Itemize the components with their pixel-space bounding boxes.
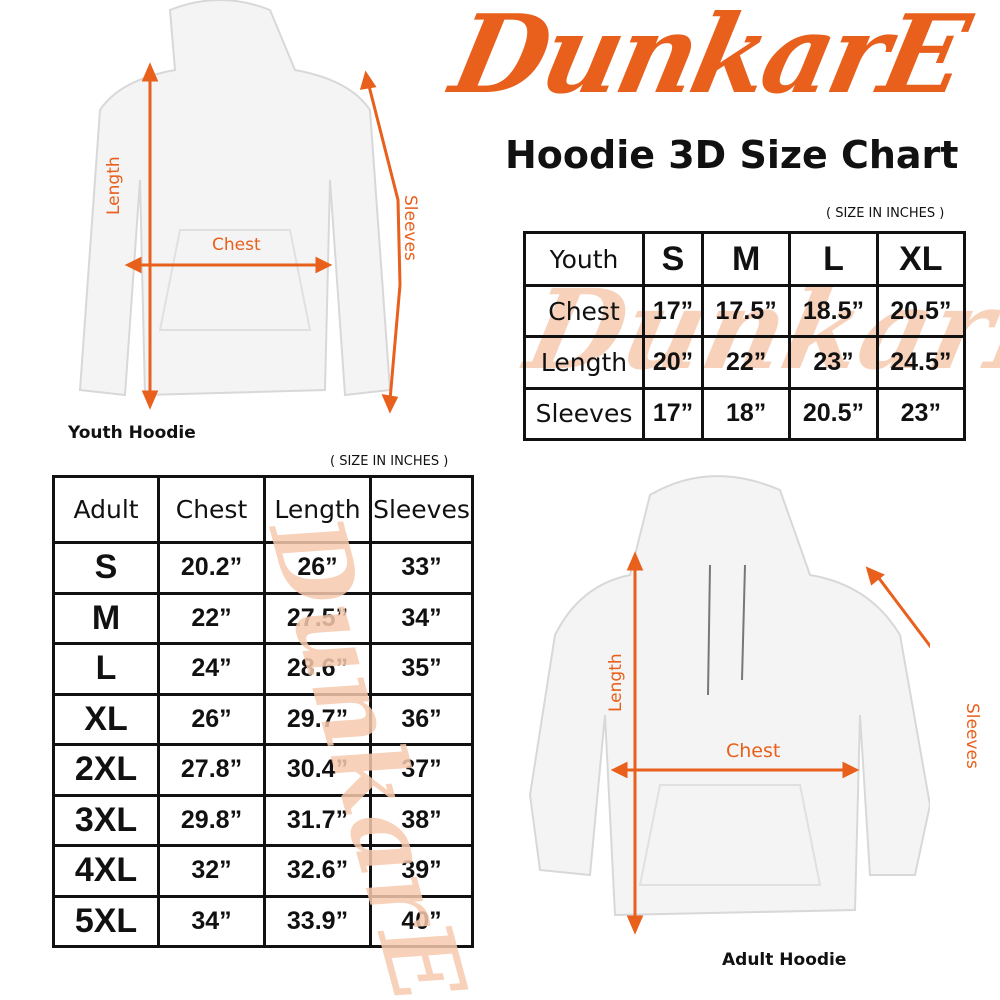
- table-header-row: Youth S M L XL: [523, 231, 967, 287]
- table-row: 2XL 27.8” 30.4” 37”: [52, 743, 474, 797]
- cell: 29.8”: [157, 793, 266, 848]
- cell: 20.2”: [157, 541, 266, 595]
- table-row: 3XL 29.8” 31.7” 38”: [52, 793, 474, 848]
- cell: 40”: [369, 894, 474, 948]
- header-cell: Youth: [523, 231, 645, 287]
- cell: 38”: [369, 793, 474, 848]
- table-row: 4XL 32” 32.6” 39”: [52, 844, 474, 898]
- cell: 23”: [788, 335, 879, 390]
- youth-chest-label: Chest: [212, 235, 261, 255]
- cell: 31.7”: [263, 793, 372, 848]
- cell: 24”: [157, 642, 266, 696]
- row-label: Sleeves: [523, 386, 645, 442]
- cell: 23”: [875, 386, 967, 442]
- size-label: 5XL: [52, 894, 160, 948]
- cell: 22”: [700, 335, 792, 390]
- cell: 36”: [369, 692, 474, 747]
- cell: 17”: [642, 386, 704, 442]
- adult-size-table: Adult Chest Length Sleeves S 20.2” 26” 33” M…: [52, 474, 474, 948]
- header-cell: Chest: [157, 474, 266, 545]
- size-label: 4XL: [52, 844, 160, 898]
- cell: 27.8”: [157, 743, 266, 797]
- cell: 33.9”: [263, 894, 372, 948]
- table-row: 5XL 34” 33.9” 40”: [52, 894, 474, 948]
- adult-length-label: Length: [606, 653, 626, 712]
- youth-unit-note: ( SIZE IN INCHES ): [826, 206, 945, 221]
- size-label: 3XL: [52, 793, 160, 848]
- youth-sleeves-label: Sleeves: [400, 195, 420, 261]
- adult-hoodie-image: [528, 475, 930, 935]
- cell: 32.6”: [263, 844, 372, 898]
- cell: 20.5”: [788, 386, 879, 442]
- cell: 29.7”: [263, 692, 372, 747]
- adult-caption: Adult Hoodie: [722, 950, 847, 970]
- table-row: XL 26” 29.7” 36”: [52, 692, 474, 747]
- size-label: 2XL: [52, 743, 160, 797]
- cell: 33”: [369, 541, 474, 595]
- cell: 27.5”: [263, 591, 372, 646]
- cell: 22”: [157, 591, 266, 646]
- header-cell: Adult: [52, 474, 160, 545]
- page-title: Hoodie 3D Size Chart: [505, 133, 959, 177]
- table-header-row: Adult Chest Length Sleeves: [52, 474, 474, 545]
- cell: 17.5”: [700, 283, 792, 339]
- cell: 26”: [263, 541, 372, 595]
- youth-hoodie-image: [78, 0, 402, 414]
- adult-unit-note: ( SIZE IN INCHES ): [330, 454, 449, 469]
- youth-size-table: Youth S M L XL Chest 17” 17.5” 18.5” 20.…: [523, 231, 967, 442]
- cell: 24.5”: [875, 335, 967, 390]
- table-row: Sleeves 17” 18” 20.5” 23”: [523, 386, 967, 442]
- cell: 34”: [369, 591, 474, 646]
- youth-length-label: Length: [104, 156, 124, 215]
- cell: 20”: [642, 335, 704, 390]
- cell: 39”: [369, 844, 474, 898]
- cell: 28.6”: [263, 642, 372, 696]
- size-label: L: [52, 642, 160, 696]
- cell: 34”: [157, 894, 266, 948]
- brand-logo: DunkarE: [441, 0, 976, 118]
- row-label: Chest: [523, 283, 645, 339]
- cell: 30.4”: [263, 743, 372, 797]
- row-label: Length: [523, 335, 645, 390]
- table-row: L 24” 28.6” 35”: [52, 642, 474, 696]
- table-row: S 20.2” 26” 33”: [52, 541, 474, 595]
- adult-chest-label: Chest: [726, 740, 781, 762]
- header-cell: XL: [875, 231, 967, 287]
- size-label: M: [52, 591, 160, 646]
- table-row: M 22” 27.5” 34”: [52, 591, 474, 646]
- cell: 17”: [642, 283, 704, 339]
- table-row: Chest 17” 17.5” 18.5” 20.5”: [523, 283, 967, 339]
- cell: 35”: [369, 642, 474, 696]
- cell: 18”: [700, 386, 792, 442]
- cell: 32”: [157, 844, 266, 898]
- cell: 26”: [157, 692, 266, 747]
- table-row: Length 20” 22” 23” 24.5”: [523, 335, 967, 390]
- size-label: S: [52, 541, 160, 595]
- size-label: XL: [52, 692, 160, 747]
- header-cell: M: [700, 231, 792, 287]
- youth-caption: Youth Hoodie: [68, 423, 196, 443]
- header-cell: S: [642, 231, 704, 287]
- cell: 37”: [369, 743, 474, 797]
- header-cell: Length: [263, 474, 372, 545]
- header-cell: Sleeves: [369, 474, 474, 545]
- cell: 18.5”: [788, 283, 879, 339]
- header-cell: L: [788, 231, 879, 287]
- adult-sleeves-label: Sleeves: [962, 703, 982, 769]
- cell: 20.5”: [875, 283, 967, 339]
